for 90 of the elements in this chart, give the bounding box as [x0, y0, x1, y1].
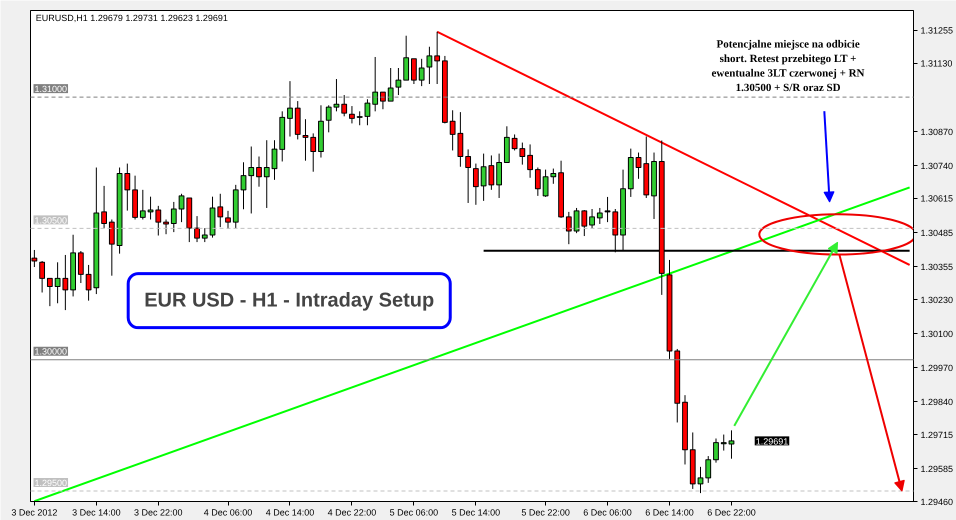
y-tick-label: 1.31255 [920, 26, 954, 36]
annotation: 1.29691 [756, 436, 788, 446]
candlestick [388, 68, 394, 102]
y-tick-label: 1.30870 [920, 126, 954, 137]
y-tick-label: 1.30230 [920, 294, 954, 305]
candlestick [302, 118, 308, 162]
ref-line-label: 1.30000 [34, 346, 68, 357]
ref-line-label: 1.30500 [34, 215, 68, 226]
y-tick-label: 1.30355 [920, 262, 954, 272]
candlestick [364, 98, 370, 126]
candlestick [256, 156, 262, 188]
candlestick [287, 80, 293, 138]
candlestick [148, 196, 154, 220]
y-tick-label: 1.29970 [920, 363, 954, 374]
candlestick [720, 434, 727, 452]
candlestick [217, 193, 224, 228]
candlestick [101, 185, 107, 230]
ref-line-label: 1.31000 [34, 84, 68, 94]
annotation: EUR USD - H1 - Intraday Setup [144, 290, 434, 312]
candlestick [604, 196, 610, 223]
candlestick [155, 205, 162, 236]
candlestick [581, 210, 588, 237]
candlestick [527, 144, 533, 178]
y-tick-label: 1.30615 [920, 194, 954, 204]
x-tick-label: 3 Dec 2012 [11, 508, 58, 518]
y-tick-label: 1.30100 [920, 328, 954, 339]
candlestick [170, 201, 177, 233]
candlestick [334, 78, 340, 112]
candlestick [596, 207, 603, 224]
candlestick [589, 208, 595, 229]
candlestick [140, 189, 146, 220]
candlestick [225, 210, 231, 230]
candlestick [178, 193, 184, 223]
candlestick [124, 163, 130, 212]
x-tick-label: 3 Dec 22:00 [134, 508, 183, 518]
candlestick [264, 140, 270, 208]
x-tick-label: 5 Dec 22:00 [521, 508, 570, 518]
candlestick [418, 58, 425, 87]
candlestick [542, 169, 548, 198]
candlestick [465, 148, 472, 204]
x-tick-label: 6 Dec 22:00 [707, 508, 756, 518]
candlestick [380, 92, 386, 110]
x-tick-label: 6 Dec 14:00 [645, 508, 694, 518]
x-tick-label: 4 Dec 14:00 [266, 508, 314, 518]
y-tick-label: 1.29585 [920, 464, 954, 474]
candlestick [349, 106, 355, 124]
candlestick [78, 250, 84, 284]
candlestick [411, 58, 417, 85]
annotation: Potencjalne miejsce na odbicie short. Retest przebitego LT + ewentualne 3LT czerwonej + RN 1.30500 + S/R oraz SD [712, 38, 865, 94]
candlestick [310, 132, 316, 172]
candlestick [108, 219, 115, 276]
chart-title: EURUSD,H1 1.29679 1.29731 1.29623 1.29691 [36, 12, 228, 23]
x-tick-label: 5 Dec 14:00 [452, 508, 500, 518]
candlestick [519, 142, 526, 166]
x-tick-label: 4 Dec 22:00 [328, 508, 376, 518]
candlestick [194, 216, 200, 243]
x-tick-label: 6 Dec 06:00 [583, 508, 632, 518]
candlestick [534, 167, 541, 196]
candlestick [403, 35, 410, 81]
candlestick [713, 438, 719, 464]
candlestick [356, 110, 363, 126]
candlestick [396, 68, 402, 96]
candlestick [248, 146, 254, 214]
candlestick [272, 140, 278, 180]
candlestick [86, 264, 92, 302]
candlestick [202, 228, 208, 243]
y-tick-label: 1.31130 [920, 58, 952, 69]
candlestick [240, 162, 246, 210]
y-tick-label: 1.30740 [920, 160, 954, 171]
candlestick [574, 207, 580, 234]
ref-line-label: 1.29500 [34, 478, 68, 488]
candlestick [163, 219, 169, 235]
candlestick [550, 168, 556, 184]
y-tick-label: 1.30485 [920, 228, 954, 238]
candlestick [457, 112, 464, 168]
y-tick-label: 1.29840 [920, 397, 954, 408]
x-tick-label: 3 Dec 14:00 [72, 508, 121, 518]
candlestick [326, 104, 332, 133]
candlestick [341, 94, 348, 117]
candlestick [372, 56, 378, 112]
candlestick [636, 152, 642, 180]
candlestick [705, 456, 712, 484]
candlestick [698, 466, 704, 494]
candlestick [566, 211, 572, 245]
candlestick [728, 430, 734, 460]
y-tick-label: 1.29715 [920, 430, 954, 440]
x-tick-label: 5 Dec 06:00 [390, 508, 438, 518]
candlestick [39, 260, 46, 293]
y-tick-label: 1.29460 [920, 497, 954, 507]
x-tick-label: 4 Dec 06:00 [204, 508, 252, 518]
